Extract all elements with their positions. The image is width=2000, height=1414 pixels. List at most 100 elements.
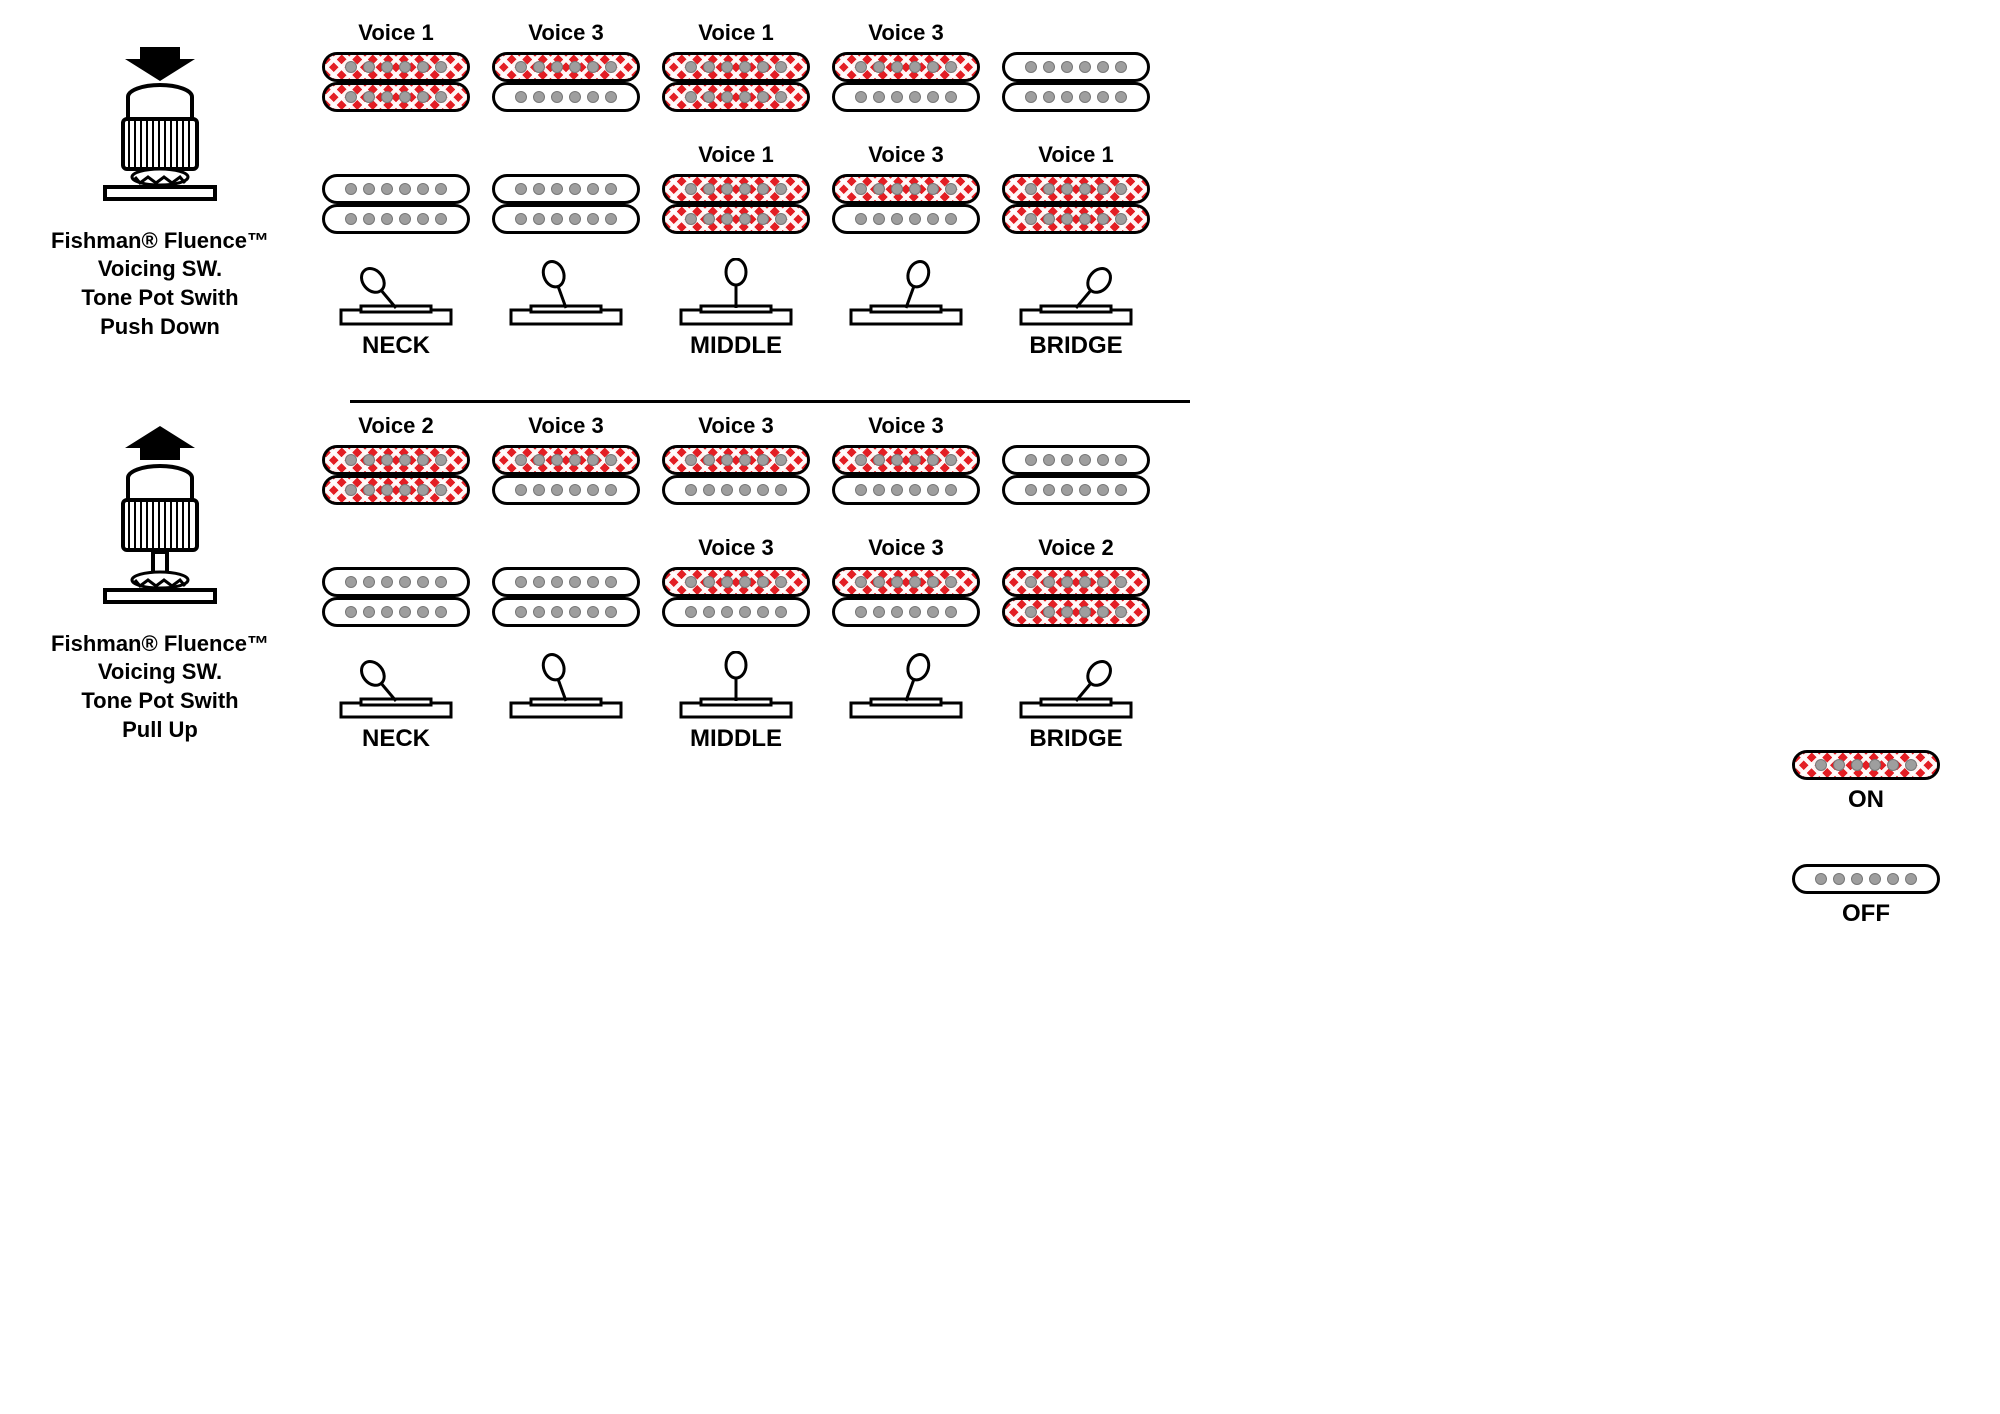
coil-off	[1002, 52, 1150, 82]
voice-label: Voice 3	[868, 413, 943, 439]
coil-off	[492, 567, 640, 597]
selector-switch-icon	[841, 651, 971, 721]
pickup-column	[1000, 413, 1152, 505]
pickup-column: Voice 1	[1000, 142, 1152, 234]
coil-off	[832, 204, 980, 234]
selector-switch-icon	[671, 258, 801, 328]
humbucker	[662, 445, 810, 505]
coil-off	[492, 174, 640, 204]
coil-off	[1002, 445, 1150, 475]
humbucker	[1002, 445, 1150, 505]
humbucker	[662, 174, 810, 234]
coil-off	[492, 475, 640, 505]
humbucker	[832, 174, 980, 234]
humbucker	[832, 445, 980, 505]
coil-on	[322, 475, 470, 505]
selector-switch-icon	[331, 258, 461, 328]
label-line: Tone Pot Swith	[51, 687, 269, 716]
pickup-column: Voice 3	[830, 142, 982, 234]
label-line: Voicing SW.	[51, 658, 269, 687]
humbucker	[832, 52, 980, 112]
pushdown-switch-row: NECK MIDDLE BRIDGE	[320, 244, 1152, 360]
pickup-column: Voice 2	[320, 413, 472, 505]
pushdown-grid: Voice 1Voice 3Voice 1Voice 3 Voice 1Voic…	[320, 20, 1152, 360]
pullup-neck-row: Voice 2 Voice 3 Voice 3 Voice 3	[320, 413, 1152, 505]
coil-on	[832, 445, 980, 475]
coil-on	[832, 52, 980, 82]
pickup-column	[320, 142, 472, 234]
voice-label: Voice 2	[1038, 535, 1113, 561]
coil-off	[662, 475, 810, 505]
selector-switch-icon	[331, 651, 461, 721]
voice-label: Voice 2	[358, 413, 433, 439]
coil-on	[492, 445, 640, 475]
pushdown-bridge-row: Voice 1 Voice 3 Voice 1	[320, 142, 1152, 234]
selector-switch-icon	[841, 258, 971, 328]
label-line: Fishman® Fluence™	[51, 227, 269, 256]
pushdown-label: Fishman® Fluence™ Voicing SW. Tone Pot S…	[51, 227, 269, 341]
humbucker	[492, 52, 640, 112]
pickup-column: Voice 3	[830, 20, 982, 112]
humbucker	[1002, 174, 1150, 234]
pickup-column: Voice 3	[490, 413, 642, 505]
coil-on	[492, 52, 640, 82]
coil-on	[662, 52, 810, 82]
legend-on-label: ON	[1848, 786, 1884, 814]
section-divider	[350, 400, 1190, 403]
coil-off	[832, 82, 980, 112]
pickup-column	[490, 535, 642, 627]
diagram-container: Fishman® Fluence™ Voicing SW. Tone Pot S…	[30, 20, 1970, 773]
coil-off	[492, 204, 640, 234]
coil-on	[322, 82, 470, 112]
voice-label: Voice 1	[698, 142, 773, 168]
position-label: NECK	[362, 332, 430, 360]
switch-column: BRIDGE	[1000, 637, 1152, 753]
position-label: MIDDLE	[690, 332, 782, 360]
coil-on	[832, 174, 980, 204]
switch-column: MIDDLE	[660, 637, 812, 753]
legend-off-label: OFF	[1842, 900, 1890, 928]
humbucker	[662, 567, 810, 627]
selector-switch-icon	[671, 651, 801, 721]
pushdown-knob-area: Fishman® Fluence™ Voicing SW. Tone Pot S…	[30, 39, 290, 341]
coil-off	[662, 597, 810, 627]
humbucker	[322, 445, 470, 505]
coil-on	[662, 567, 810, 597]
pickup-column: Voice 1	[660, 20, 812, 112]
voice-label: Voice 3	[868, 20, 943, 46]
pickup-column: Voice 1	[660, 142, 812, 234]
pickup-column: Voice 2	[1000, 535, 1152, 627]
voice-label: Voice 3	[698, 535, 773, 561]
humbucker	[322, 52, 470, 112]
coil-off	[492, 82, 640, 112]
voice-label: Voice 3	[868, 142, 943, 168]
coil-on	[662, 204, 810, 234]
coil-off	[492, 597, 640, 627]
legend: ON OFF	[1792, 750, 1940, 928]
pickup-column: Voice 3	[660, 413, 812, 505]
pullup-grid: Voice 2Voice 3Voice 3Voice 3 Voice 3Voic…	[320, 413, 1152, 753]
position-label: MIDDLE	[690, 725, 782, 753]
label-line: Voicing SW.	[51, 255, 269, 284]
humbucker	[322, 567, 470, 627]
position-label: NECK	[362, 725, 430, 753]
coil-off	[322, 597, 470, 627]
humbucker	[1002, 52, 1150, 112]
label-line: Fishman® Fluence™	[51, 630, 269, 659]
pickup-column	[1000, 20, 1152, 112]
legend-on: ON	[1792, 750, 1940, 814]
switch-column: BRIDGE	[1000, 244, 1152, 360]
coil-off	[1002, 475, 1150, 505]
selector-switch-icon	[501, 258, 631, 328]
legend-off: OFF	[1792, 864, 1940, 928]
pullup-label: Fishman® Fluence™ Voicing SW. Tone Pot S…	[51, 630, 269, 744]
position-label: BRIDGE	[1029, 725, 1122, 753]
selector-switch-icon	[1011, 258, 1141, 328]
label-line: Tone Pot Swith	[51, 284, 269, 313]
voice-label: Voice 1	[1038, 142, 1113, 168]
voice-label: Voice 3	[698, 413, 773, 439]
coil-off	[322, 567, 470, 597]
switch-column	[490, 637, 642, 753]
knob-pushdown-icon	[85, 39, 235, 219]
pickup-column	[490, 142, 642, 234]
